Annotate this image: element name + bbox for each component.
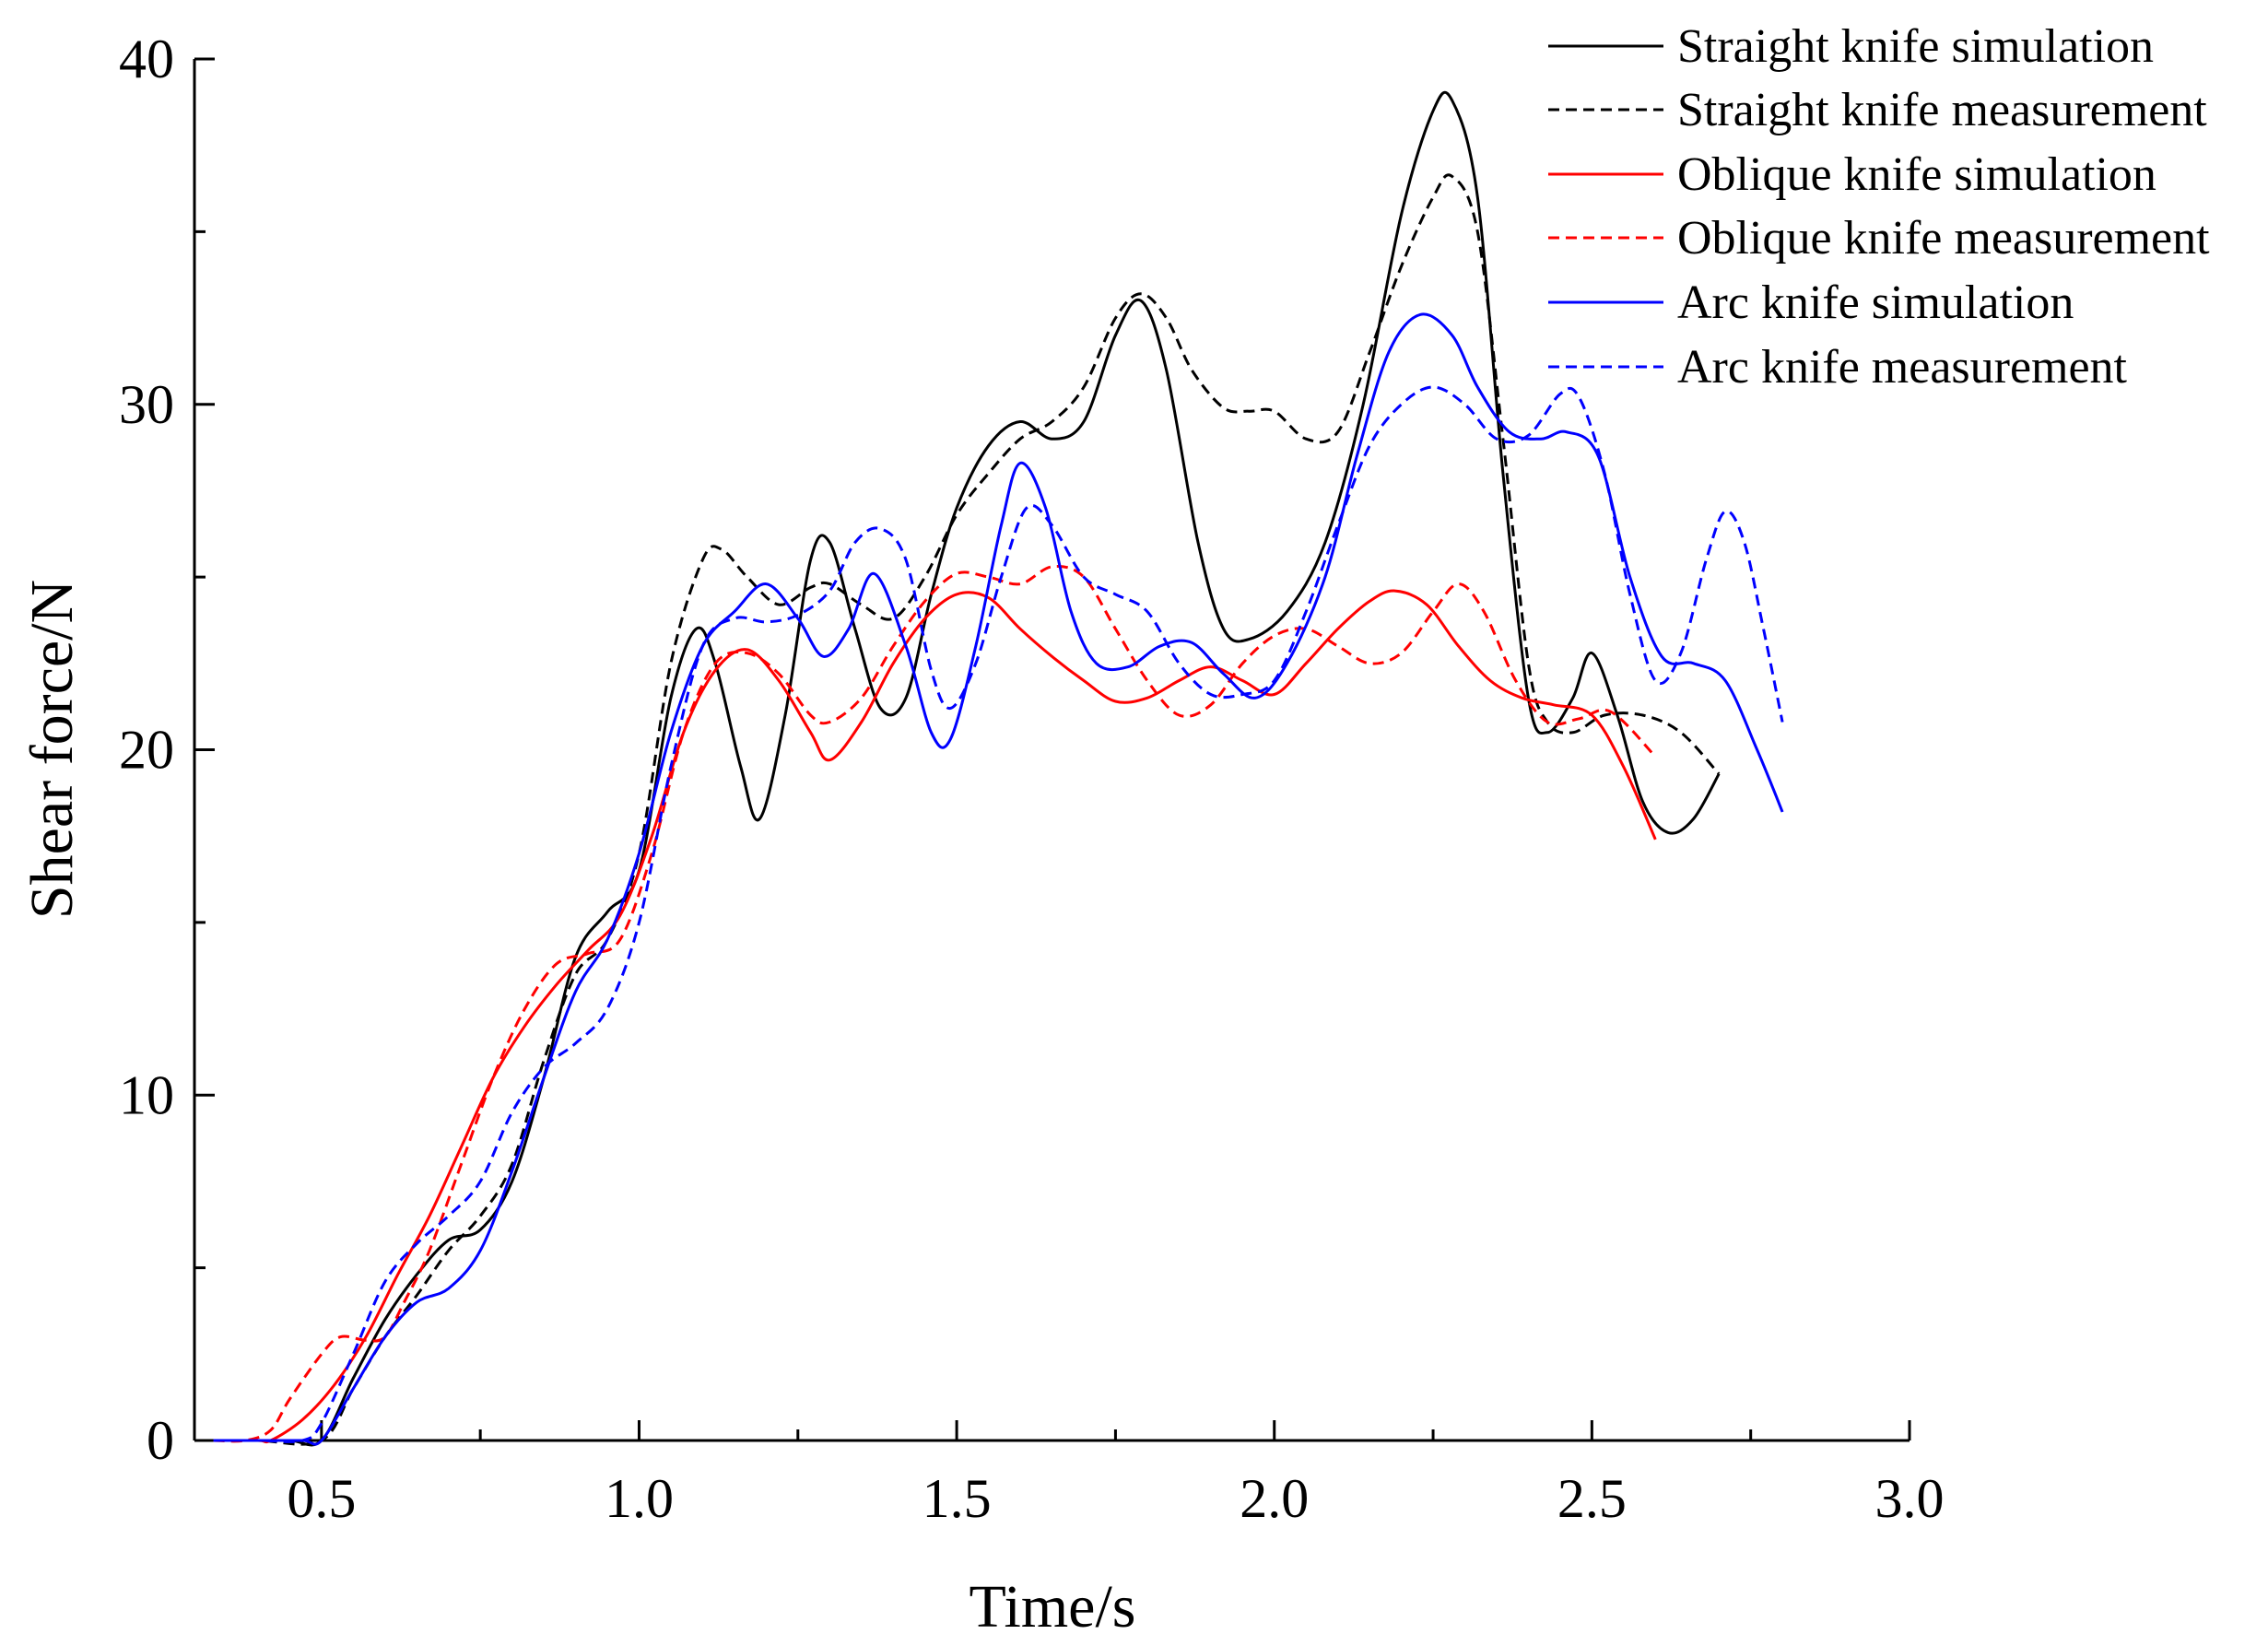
x-tick-label: 1.5 (922, 1468, 992, 1529)
x-tick-label: 2.5 (1557, 1468, 1627, 1529)
legend-label-oblique-sim: Oblique knife simulation (1677, 148, 2156, 201)
y-axis-title: Shear force/N (18, 580, 86, 919)
series-line-oblique-measurement (213, 565, 1657, 1443)
series-layer (213, 90, 1784, 1447)
series-line-arc-simulation (213, 312, 1784, 1446)
y-tick-label: 30 (119, 374, 174, 435)
x-tick-label: 2.0 (1240, 1468, 1309, 1529)
legend-label-arc-meas: Arc knife measurement (1677, 341, 2128, 394)
legend-label-straight-sim: Straight knife simulation (1677, 20, 2154, 73)
y-tick-label: 0 (147, 1410, 174, 1471)
legend: Straight knife simulation Straight knife… (1548, 20, 2210, 394)
series-line-straight-measurement (213, 173, 1721, 1446)
series-line-arc-measurement (213, 385, 1784, 1443)
legend-label-oblique-meas: Oblique knife measurement (1677, 212, 2210, 265)
x-axis-title: Time/s (969, 1573, 1136, 1640)
y-tick-label: 20 (119, 720, 174, 781)
x-tick-label: 3.0 (1875, 1468, 1945, 1529)
x-tick-label: 1.0 (605, 1468, 674, 1529)
legend-label-straight-meas: Straight knife measurement (1677, 84, 2207, 136)
x-tick-label: 0.5 (287, 1468, 356, 1529)
y-tick-label: 10 (119, 1064, 174, 1125)
x-ticks: 0.5 1.0 1.5 2.0 2.5 3.0 (287, 1420, 1945, 1529)
y-ticks: 0 10 20 30 40 (119, 29, 215, 1471)
legend-label-arc-sim: Arc knife simulation (1677, 276, 2074, 329)
y-tick-label: 40 (119, 29, 174, 89)
